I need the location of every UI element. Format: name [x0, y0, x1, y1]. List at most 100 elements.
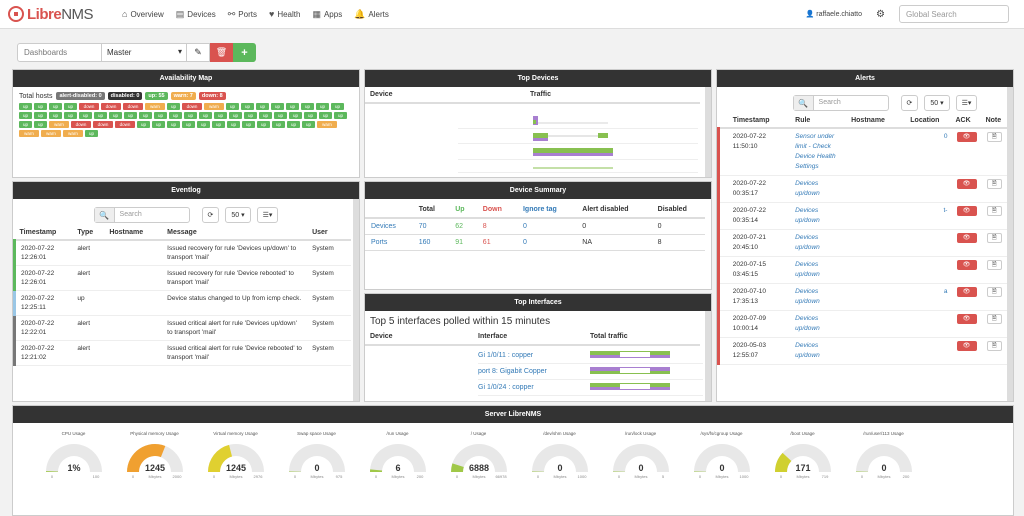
host-tile-up[interactable]: up [301, 103, 314, 110]
host-tile-up[interactable]: up [182, 121, 195, 128]
note-button[interactable]: 🗎 [986, 206, 1002, 216]
dashboard-select[interactable]: Master [102, 43, 187, 62]
host-tile-up[interactable]: up [271, 103, 284, 110]
host-tile-up[interactable]: up [49, 103, 62, 110]
note-button[interactable]: 🗎 [986, 132, 1002, 142]
host-tile-warn[interactable]: warn [317, 121, 337, 128]
note-button[interactable]: 🗎 [986, 287, 1002, 297]
host-tile-down[interactable]: down [71, 121, 91, 128]
host-tile-up[interactable]: up [94, 112, 107, 119]
refresh-button[interactable]: ⟳ [201, 207, 220, 223]
host-tile-up[interactable]: up [34, 112, 47, 119]
user-menu[interactable]: 👤 raffaele.chiatto [805, 11, 863, 18]
cell-rule[interactable]: Devices up/down [791, 283, 848, 311]
scrollbar[interactable] [705, 87, 711, 177]
availability-badge[interactable]: up: 55 [145, 92, 168, 100]
cell-rule[interactable]: Devices up/down [791, 202, 848, 230]
host-tile-up[interactable]: up [19, 103, 32, 110]
col-hostname[interactable]: Hostname [104, 226, 163, 241]
host-tile-up[interactable]: up [272, 121, 285, 128]
col-type[interactable]: Type [72, 226, 105, 241]
nav-item-devices[interactable]: ▤ Devices [176, 9, 216, 20]
cell-name[interactable]: Devices [365, 218, 413, 235]
host-tile-up[interactable]: up [137, 121, 150, 128]
host-tile-up[interactable]: up [212, 121, 225, 128]
widget-title[interactable]: Top Interfaces [365, 294, 711, 311]
host-tile-up[interactable]: up [64, 112, 77, 119]
host-tile-up[interactable]: up [139, 112, 152, 119]
gear-icon[interactable]: ⚙ [876, 8, 885, 20]
edit-dashboard-button[interactable]: ✎ [187, 43, 210, 62]
host-tile-up[interactable]: up [316, 103, 329, 110]
availability-badge[interactable]: down: 8 [198, 92, 226, 100]
interface-link[interactable]: port 8: Gigabit Copper [478, 368, 547, 375]
host-tile-up[interactable]: up [319, 112, 332, 119]
cell-up[interactable]: 62 [449, 218, 477, 235]
host-tile-warn[interactable]: warn [204, 103, 224, 110]
host-tile-up[interactable]: up [184, 112, 197, 119]
col-message[interactable]: Message [162, 226, 308, 241]
col-timestamp[interactable]: Timestamp [14, 226, 73, 241]
host-tile-warn[interactable]: warn [19, 130, 39, 137]
interface-link[interactable]: Gi 1/0/11 : copper [478, 352, 534, 359]
host-tile-up[interactable]: up [304, 112, 317, 119]
delete-dashboard-button[interactable]: 🗑 [210, 43, 233, 62]
ack-button[interactable]: 👁 [956, 206, 977, 216]
widget-title[interactable]: Alerts [717, 70, 1013, 87]
host-tile-up[interactable]: up [286, 103, 299, 110]
nav-item-overview[interactable]: ⌂ Overview [122, 9, 164, 20]
scrollbar[interactable] [1007, 87, 1013, 401]
alerts-search-input[interactable]: Search [818, 99, 841, 106]
librenms-logo[interactable]: LibreNMS [8, 6, 108, 23]
interface-link[interactable]: Gi 1/0/24 : copper [478, 384, 534, 391]
host-tile-warn[interactable]: warn [49, 121, 69, 128]
availability-badge[interactable]: alert-disabled: 0 [56, 92, 105, 100]
host-tile-up[interactable]: up [241, 103, 254, 110]
ack-button[interactable]: 👁 [956, 179, 977, 189]
nav-item-alerts[interactable]: 🔔 Alerts [354, 9, 389, 20]
host-tile-down[interactable]: down [79, 103, 99, 110]
cell-rule[interactable]: Devices up/down [791, 229, 848, 257]
host-tile-up[interactable]: up [331, 103, 344, 110]
host-tile-up[interactable]: up [242, 121, 255, 128]
host-tile-down[interactable]: down [182, 103, 202, 110]
host-tile-up[interactable]: up [85, 130, 98, 137]
widget-title[interactable]: Device Summary [365, 182, 711, 199]
nav-item-health[interactable]: ♥ Health [269, 9, 300, 20]
cell-total[interactable]: 160 [412, 234, 450, 251]
cell-rule[interactable]: Devices up/down [791, 256, 848, 284]
widget-title[interactable]: Eventlog [13, 182, 359, 199]
host-tile-up[interactable]: up [49, 112, 62, 119]
col-user[interactable]: User [307, 226, 351, 241]
host-tile-up[interactable]: up [244, 112, 257, 119]
host-tile-down[interactable]: down [115, 121, 135, 128]
dashboards-input[interactable]: Dashboards [17, 43, 102, 62]
ack-button[interactable]: 👁 [956, 260, 977, 270]
availability-badge[interactable]: disabled: 0 [107, 92, 143, 100]
cell-ignore[interactable]: 0 [516, 234, 577, 251]
host-tile-up[interactable]: up [334, 112, 347, 119]
host-tile-up[interactable]: up [259, 112, 272, 119]
cell-rule[interactable]: Devices up/down [791, 175, 848, 203]
host-tile-warn[interactable]: warn [145, 103, 165, 110]
host-tile-down[interactable]: down [123, 103, 143, 110]
page-size-select[interactable]: 50 ▾ [225, 207, 251, 223]
host-tile-up[interactable]: up [226, 103, 239, 110]
ack-button[interactable]: 👁 [956, 341, 977, 351]
add-widget-button[interactable]: + [233, 43, 256, 62]
host-tile-up[interactable]: up [79, 112, 92, 119]
host-tile-up[interactable]: up [167, 121, 180, 128]
host-tile-up[interactable]: up [34, 103, 47, 110]
cell-down[interactable]: 61 [476, 234, 517, 251]
cell-up[interactable]: 91 [449, 234, 477, 251]
ack-button[interactable]: 👁 [956, 132, 977, 142]
cell-rule[interactable]: Devices up/down [791, 337, 848, 365]
columns-toggle[interactable]: ☰▾ [256, 207, 279, 223]
note-button[interactable]: 🗎 [986, 260, 1002, 270]
host-tile-warn[interactable]: warn [63, 130, 83, 137]
host-tile-up[interactable]: up [169, 112, 182, 119]
scrollbar[interactable] [353, 199, 359, 401]
cell-total[interactable]: 70 [412, 218, 450, 235]
cell-down[interactable]: 8 [476, 218, 517, 235]
host-tile-up[interactable]: up [154, 112, 167, 119]
